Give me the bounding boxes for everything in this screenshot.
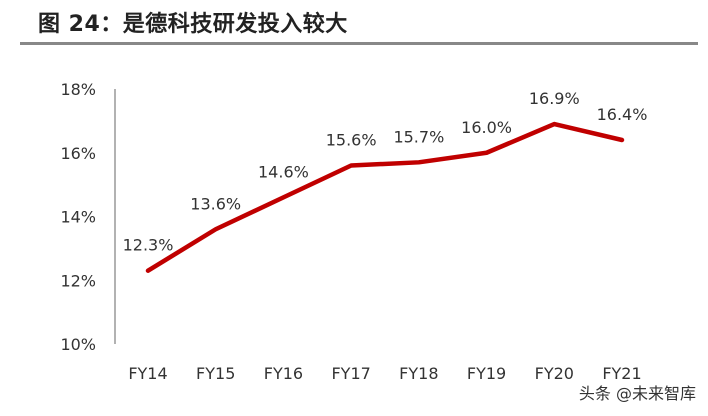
title-divider <box>20 42 698 45</box>
data-label: 15.7% <box>393 127 444 146</box>
series-line <box>145 121 625 273</box>
data-label: 15.6% <box>326 131 377 150</box>
y-tick-label: 16% <box>60 144 96 163</box>
y-tick-label: 18% <box>60 80 96 99</box>
x-tick-label: FY21 <box>602 364 641 383</box>
y-tick-label: 14% <box>60 208 96 227</box>
data-labels: 12.3% 13.6% 14.6% 15.6% 15.7% 16.0% 16.9% 16.4% <box>123 89 648 255</box>
x-tick-label: FY20 <box>535 364 574 383</box>
x-tick-labels: FY14 FY15 FY16 FY17 FY18 FY19 FY20 FY21 <box>128 364 641 383</box>
x-tick-label: FY15 <box>196 364 235 383</box>
data-label: 13.6% <box>190 194 241 213</box>
x-tick-label: FY17 <box>331 364 370 383</box>
x-tick-label: FY16 <box>264 364 303 383</box>
series-group <box>145 121 625 273</box>
y-tick-label: 12% <box>60 271 96 290</box>
x-tick-label: FY18 <box>399 364 438 383</box>
x-tick-label: FY19 <box>467 364 506 383</box>
y-tick-label: 10% <box>60 335 96 354</box>
data-label: 16.9% <box>529 89 580 108</box>
y-tick-labels: 10% 12% 14% 16% 18% <box>60 80 96 354</box>
data-label: 16.0% <box>461 118 512 137</box>
data-label: 12.3% <box>123 236 174 255</box>
data-label: 16.4% <box>597 105 648 124</box>
watermark: 头条 @未来智库 <box>578 384 696 403</box>
chart-title: 图 24：是德科技研发投入较大 <box>38 12 348 37</box>
x-tick-label: FY14 <box>128 364 167 383</box>
data-label: 14.6% <box>258 162 309 181</box>
